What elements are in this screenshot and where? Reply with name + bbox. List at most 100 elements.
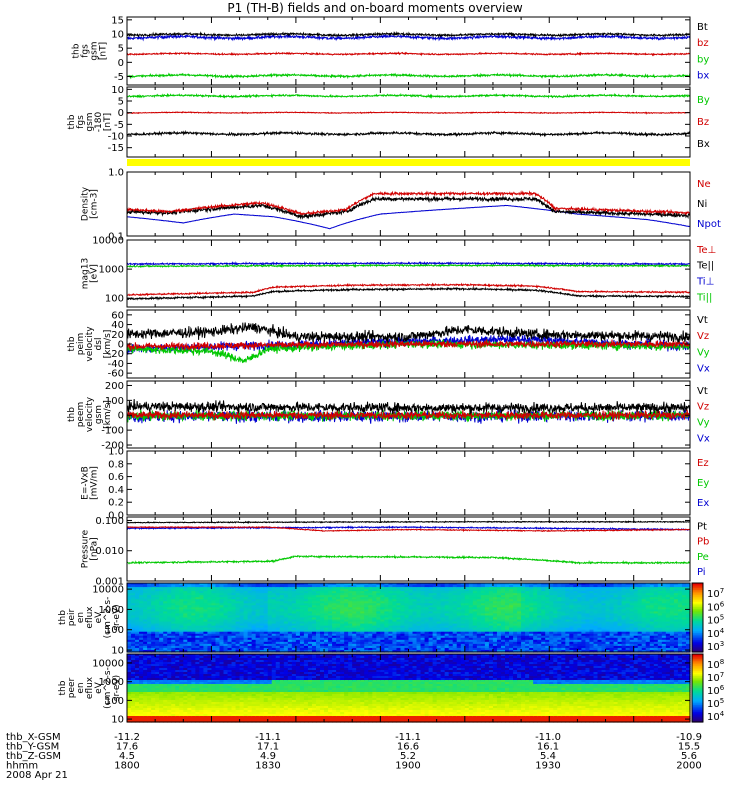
pressure-legend-pb: Pb	[697, 537, 709, 548]
peir-spectrogram-colorbar-label: 105	[707, 614, 724, 627]
peim-velocity-ylabel-line: dsl	[94, 338, 104, 351]
fgs-gsm-legend-by: by	[697, 54, 709, 65]
peer-spectrogram-ylabel-line: sr-eV)	[112, 675, 122, 701]
footer-row-label: thb_Y-GSM	[6, 742, 59, 753]
peim-velocity-ytick-label: 40	[111, 320, 124, 331]
footer-value: 17.1	[257, 742, 279, 753]
fgs-gsm-2-series-bx	[126, 129, 691, 138]
efield-ytick-label: 0.6	[108, 472, 124, 483]
peer-spectrogram-ylabel-line: en	[76, 682, 86, 693]
peim-velocity-ytick-label: -20	[108, 349, 124, 360]
peim-velocity-ylabel-line: velocity	[85, 326, 95, 362]
peir-spectrogram-ytick-label: 1000	[99, 605, 124, 616]
density-legend-ni: Ni	[697, 199, 707, 210]
peem-velocity-ylabel-line: thb	[67, 407, 77, 422]
fgs-gsm-2-series-bz	[126, 111, 691, 115]
fgs-gsm-2-ytick-label: 0	[118, 108, 124, 119]
peer-spectrogram-colorbar-label: 104	[707, 710, 725, 723]
footer-value: 4.5	[119, 751, 135, 762]
peir-spectrogram-ylabel-line: thb	[58, 610, 68, 625]
pressure-legend-pt: Pt	[697, 521, 707, 532]
peem-velocity-legend-vx: Vx	[697, 434, 710, 445]
peir-spectrogram-colorbar-label: 107	[707, 587, 724, 600]
density-ylabel-line: Density	[81, 186, 91, 221]
pressure-legend-pe: Pe	[697, 552, 709, 563]
fgs-gsm-2-ytick-label: -15	[108, 143, 124, 154]
footer-value: 5.4	[540, 751, 556, 762]
fgs-gsm-ytick-label: -5	[114, 72, 124, 83]
peir-spectrogram-colorbar	[691, 582, 704, 653]
density-series-ne	[126, 190, 691, 216]
footer-value: -11.2	[114, 732, 140, 743]
fgs-gsm-2-legend-by: By	[697, 95, 710, 106]
fgs-gsm-2-frame	[126, 86, 691, 158]
peer-spectrogram-colorbar-label: 105	[707, 697, 724, 710]
density-legend-npot: Npot	[697, 219, 721, 230]
efield-ylabel-line: E=-VxB	[81, 466, 91, 500]
peir-spectrogram-ylabel-line: eflux	[85, 606, 95, 629]
peem-velocity-ytick-label: 0	[118, 411, 124, 422]
peim-velocity-legend-vx: Vx	[697, 363, 710, 374]
peem-velocity-ytick-label: 200	[105, 381, 124, 392]
peim-velocity-ylabel-line: thb	[67, 336, 77, 351]
temperature-legend-te: Te||	[696, 261, 714, 272]
peer-spectrogram-ylabel-line: eV	[94, 681, 104, 694]
pressure-series-pi	[126, 525, 691, 532]
density-ytick-label: 1.0	[108, 168, 124, 179]
fgs-gsm-series-bx	[126, 33, 691, 42]
fgs-gsm-2-ytick-label: -5	[114, 120, 124, 131]
peer-spectrogram-ytick-label: 100	[105, 696, 124, 707]
peir-spectrogram-ylabel-line: en	[76, 612, 86, 623]
fgs-gsm-legend-bx: bx	[697, 70, 709, 81]
peer-spectrogram-ylabel-line: peer	[67, 677, 77, 698]
peem-velocity-ylabel-line: gsm	[94, 405, 104, 424]
pressure-legend-pi: Pi	[697, 567, 706, 578]
efield-ytick-label: 1.0	[108, 447, 124, 458]
peim-velocity-legend-vt: Vt	[697, 315, 708, 326]
density-ytick-label: 0.1	[108, 232, 124, 243]
peer-spectrogram-ytick-label: 10	[111, 715, 124, 726]
fgs-gsm-ytick-label: 15	[111, 15, 124, 26]
density-legend-ne: Ne	[697, 179, 711, 190]
peir-spectrogram-colorbar-label: 103	[707, 640, 724, 653]
footer-value: -10.9	[676, 732, 702, 743]
peim-velocity-ytick-label: 0	[118, 340, 124, 351]
temperature-legend-te: Te⊥	[696, 245, 716, 256]
temperature-ytick-label: 100	[105, 294, 124, 305]
peim-velocity-series-vt	[126, 322, 691, 344]
density-ylabel-line: [cm-3]	[90, 189, 100, 219]
pressure-ylabel-line: [nPa]	[90, 537, 100, 560]
peem-velocity-series-vt	[126, 399, 691, 415]
peem-velocity-ylabel-line: velocity	[85, 396, 95, 432]
fgs-gsm-2-series-by	[126, 92, 691, 99]
efield-ylabel-line: [mV/m]	[90, 466, 100, 500]
temperature-series-te	[126, 285, 691, 301]
peir-spectrogram-ytick-label: 10	[111, 646, 124, 657]
footer-value: 5.2	[400, 751, 416, 762]
mode-bar	[127, 159, 690, 166]
fgs-gsm-2-ylabel-line: [nT]	[103, 113, 113, 131]
temperature-ytick-label: 1000	[99, 265, 124, 276]
peem-velocity-legend-vt: Vt	[697, 386, 708, 397]
pressure-series-pt	[126, 520, 690, 524]
fgs-gsm-legend-bz: bz	[697, 38, 709, 49]
fgs-gsm-2-ylabel-line: thb	[67, 114, 77, 129]
peir-spectrogram-ylabel-line: (cm^2-s-	[103, 597, 113, 639]
peir-spectrogram-colorbar-label: 104	[707, 627, 725, 640]
peer-spectrogram-colorbar-label: 106	[707, 684, 725, 697]
footer-row-label: thb_X-GSM	[6, 732, 61, 743]
pressure-series-pb	[126, 525, 691, 533]
peer-spectrogram-ytick-label: 10000	[92, 658, 124, 669]
peer-spectrogram-ylabel-line: thb	[58, 680, 68, 695]
peim-velocity-series-vz	[126, 339, 691, 352]
peem-velocity-ylabel-line: peem	[76, 402, 86, 428]
peer-spectrogram-colorbar	[691, 653, 704, 723]
peim-velocity-ytick-label: 20	[111, 330, 124, 341]
footer-value: -11.0	[535, 732, 561, 743]
footer-value: 1900	[395, 761, 420, 772]
fgs-gsm-ylabel-line: thb	[72, 43, 82, 58]
fgs-gsm-series-bt	[126, 30, 691, 39]
temperature-legend-ti: Ti||	[696, 293, 712, 304]
density-series-ni	[126, 195, 691, 220]
